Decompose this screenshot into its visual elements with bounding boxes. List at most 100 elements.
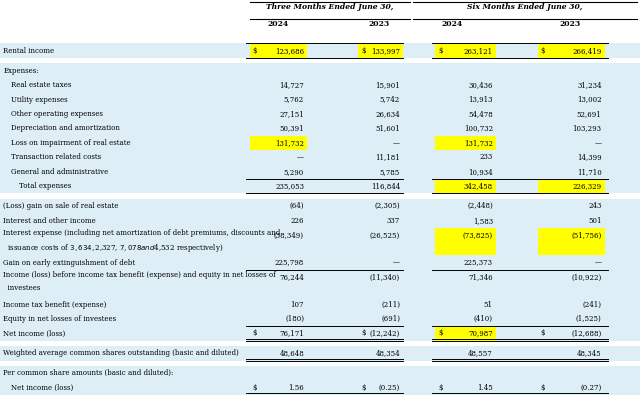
Text: 100,732: 100,732 [463,124,493,132]
Text: $: $ [541,384,545,392]
Text: 27,151: 27,151 [279,110,304,118]
Text: 11,181: 11,181 [375,153,400,161]
Text: Equity in net losses of investees: Equity in net losses of investees [3,315,116,323]
Bar [0,78,640,92]
Text: 342,458: 342,458 [463,182,493,190]
Bar [250,135,307,150]
Text: 26,634: 26,634 [376,110,400,118]
Text: 2024: 2024 [441,20,463,28]
Text: Income (loss) before income tax benefit (expense) and equity in net losses of: Income (loss) before income tax benefit … [3,271,276,279]
Text: 131,732: 131,732 [275,139,304,147]
Text: (410): (410) [474,315,493,323]
Text: 225,373: 225,373 [464,259,493,267]
Text: (12,242): (12,242) [370,329,400,337]
Bar [435,135,496,150]
Text: 107: 107 [291,301,304,308]
Text: 235,053: 235,053 [275,182,304,190]
Text: 1,583: 1,583 [473,217,493,225]
Text: 2023: 2023 [559,20,581,28]
Text: 131,732: 131,732 [464,139,493,147]
Bar [0,92,640,107]
Text: (2,305): (2,305) [374,202,400,210]
Bar [538,43,605,58]
Text: Expenses:: Expenses: [3,67,39,75]
Bar [0,58,640,64]
Text: (0.27): (0.27) [580,384,602,392]
Text: 30,436: 30,436 [468,81,493,89]
Bar [538,228,605,255]
Bar [0,121,640,135]
Text: 5,785: 5,785 [380,168,400,176]
Text: (73,825): (73,825) [463,231,493,240]
Bar [435,228,496,255]
Text: (11,340): (11,340) [370,273,400,282]
Text: 52,691: 52,691 [577,110,602,118]
Text: Weighted average common shares outstanding (basic and diluted): Weighted average common shares outstandi… [3,349,239,357]
Text: $: $ [362,384,366,392]
Text: Depreciation and amortization: Depreciation and amortization [11,124,120,132]
Text: 337: 337 [387,217,400,225]
Text: —: — [595,139,602,147]
Text: Net income (loss): Net income (loss) [11,384,73,392]
Text: (10,922): (10,922) [572,273,602,282]
Bar [0,361,640,366]
Bar [435,179,496,194]
Text: (Loss) gain on sale of real estate: (Loss) gain on sale of real estate [3,202,118,210]
Text: 266,419: 266,419 [572,47,602,55]
Text: 13,002: 13,002 [577,96,602,103]
Text: 50,391: 50,391 [280,124,304,132]
Bar [0,255,640,270]
Text: 71,346: 71,346 [468,273,493,282]
Bar [0,165,640,179]
Bar [358,43,403,58]
Text: 48,354: 48,354 [376,349,400,357]
Text: Per common share amounts (basic and diluted):: Per common share amounts (basic and dilu… [3,369,173,377]
Text: —: — [297,153,304,161]
Text: 11,710: 11,710 [577,168,602,176]
Text: Loss on impairment of real estate: Loss on impairment of real estate [11,139,131,147]
Text: (64): (64) [289,202,304,210]
Text: 76,244: 76,244 [279,273,304,282]
Bar [0,340,640,346]
Bar [538,179,605,194]
Bar [0,228,640,255]
Text: 116,844: 116,844 [371,182,400,190]
Text: Income tax benefit (expense): Income tax benefit (expense) [3,301,107,308]
Text: (38,349): (38,349) [274,231,304,240]
Bar [0,135,640,150]
Text: 2023: 2023 [369,20,390,28]
Text: 48,648: 48,648 [279,349,304,357]
Text: 31,234: 31,234 [577,81,602,89]
Text: $: $ [253,47,257,55]
Text: Three Months Ended June 30,: Three Months Ended June 30, [266,3,394,11]
Text: General and administrative: General and administrative [11,168,108,176]
Text: 226: 226 [291,217,304,225]
Text: investees: investees [3,284,40,292]
Text: —: — [393,139,400,147]
Bar [0,199,640,213]
Text: Real estate taxes: Real estate taxes [11,81,71,89]
Text: Interest expense (including net amortization of debt premiums, discounts and: Interest expense (including net amortiza… [3,229,280,237]
Bar [0,312,640,326]
Text: 5,290: 5,290 [284,168,304,176]
Text: (0.25): (0.25) [379,384,400,392]
Text: Transaction related costs: Transaction related costs [11,153,101,161]
Text: (1,525): (1,525) [576,315,602,323]
Bar [250,43,307,58]
Text: (2,448): (2,448) [467,202,493,210]
Text: $: $ [438,329,443,337]
Text: 243: 243 [588,202,602,210]
Text: 51: 51 [484,301,493,308]
Text: 5,762: 5,762 [284,96,304,103]
Bar [0,326,640,340]
Text: Net income (loss): Net income (loss) [3,329,65,337]
Text: $: $ [362,329,366,337]
Text: 5,742: 5,742 [380,96,400,103]
Text: 48,557: 48,557 [468,349,493,357]
Bar [0,366,640,380]
Bar [0,270,640,297]
Bar [0,64,640,78]
Bar [0,194,640,199]
Text: 233: 233 [479,153,493,161]
Bar [0,150,640,165]
